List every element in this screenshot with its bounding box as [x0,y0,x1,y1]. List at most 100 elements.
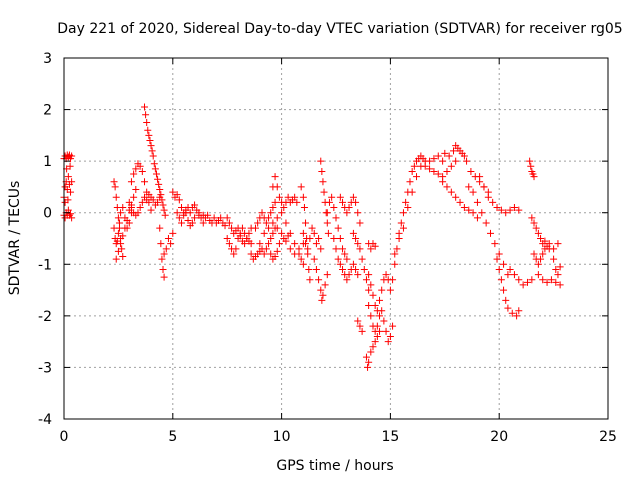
data-point [439,157,447,165]
data-point [151,165,159,173]
data-point [354,209,362,217]
data-point [282,219,290,227]
data-point [173,209,181,217]
data-point [280,204,288,212]
data-point [489,198,497,206]
data-point [157,191,165,199]
data-point [323,219,331,227]
data-point [275,193,283,201]
data-point [469,209,477,217]
data-point [497,206,505,214]
data-point [354,240,362,248]
data-point [141,103,149,111]
data-point [369,343,377,351]
data-point [554,240,562,248]
data-point [349,260,357,268]
data-point [541,245,549,253]
data-point [556,263,564,271]
data-point [112,193,120,201]
data-point [300,204,308,212]
data-point [550,255,558,263]
data-point [154,175,162,183]
data-point [506,265,514,273]
data-point [228,224,236,232]
data-point [130,170,138,178]
data-point [299,229,307,237]
data-point [234,224,242,232]
data-point [157,240,165,248]
data-point [127,204,135,212]
data-point [404,204,412,212]
data-point [114,247,122,255]
plot-frame [63,57,609,420]
data-point [134,209,142,217]
data-point [269,229,277,237]
data-point [191,214,199,222]
data-point [169,188,177,196]
data-point [160,273,168,281]
data-point [115,219,123,227]
data-point [225,219,233,227]
data-point [552,265,560,273]
data-point [308,224,316,232]
data-point [413,173,421,181]
data-point [523,278,531,286]
data-point [291,240,299,248]
data-point [141,178,149,186]
grid [64,58,608,419]
data-point [373,322,381,330]
data-point [386,286,394,294]
data-point [365,358,373,366]
data-point [232,245,240,253]
data-point [152,170,160,178]
x-tick-label: 25 [599,429,617,445]
data-point [495,265,503,273]
data-point [330,204,338,212]
data-point [225,240,233,248]
data-point [376,312,384,320]
data-point [138,167,146,175]
data-point [508,309,516,317]
data-point [454,144,462,152]
data-point [554,271,562,279]
data-point [530,173,538,181]
data-point [149,152,157,160]
data-point [297,183,305,191]
data-point [456,198,464,206]
data-point [130,193,138,201]
y-axis-ticks: -4 -3 -2 -1 0 1 2 3 [38,51,608,428]
data-point [210,214,218,222]
data-point [376,296,384,304]
data-point [160,250,168,258]
data-point [310,255,318,263]
x-tick-label: 15 [381,429,399,445]
data-point [251,224,259,232]
data-point [534,229,542,237]
data-point [473,214,481,222]
data-point [426,165,434,173]
data-point [302,219,310,227]
data-point [382,327,390,335]
data-point [256,240,264,248]
data-point [111,183,119,191]
data-point [178,204,186,212]
data-point [321,281,329,289]
x-tick-label: 10 [273,429,291,445]
data-point [410,162,418,170]
data-point [339,265,347,273]
data-point [147,206,155,214]
data-point [443,167,451,175]
data-point [515,276,523,284]
x-tick-label: 0 [60,429,69,445]
data-point [336,193,344,201]
data-point [445,152,453,160]
data-point [325,198,333,206]
data-point [550,245,558,253]
data-point [144,126,152,134]
data-point [493,255,501,263]
data-point [167,240,175,248]
data-point [110,224,118,232]
data-point [278,209,286,217]
data-point [541,237,549,245]
data-point [393,245,401,253]
